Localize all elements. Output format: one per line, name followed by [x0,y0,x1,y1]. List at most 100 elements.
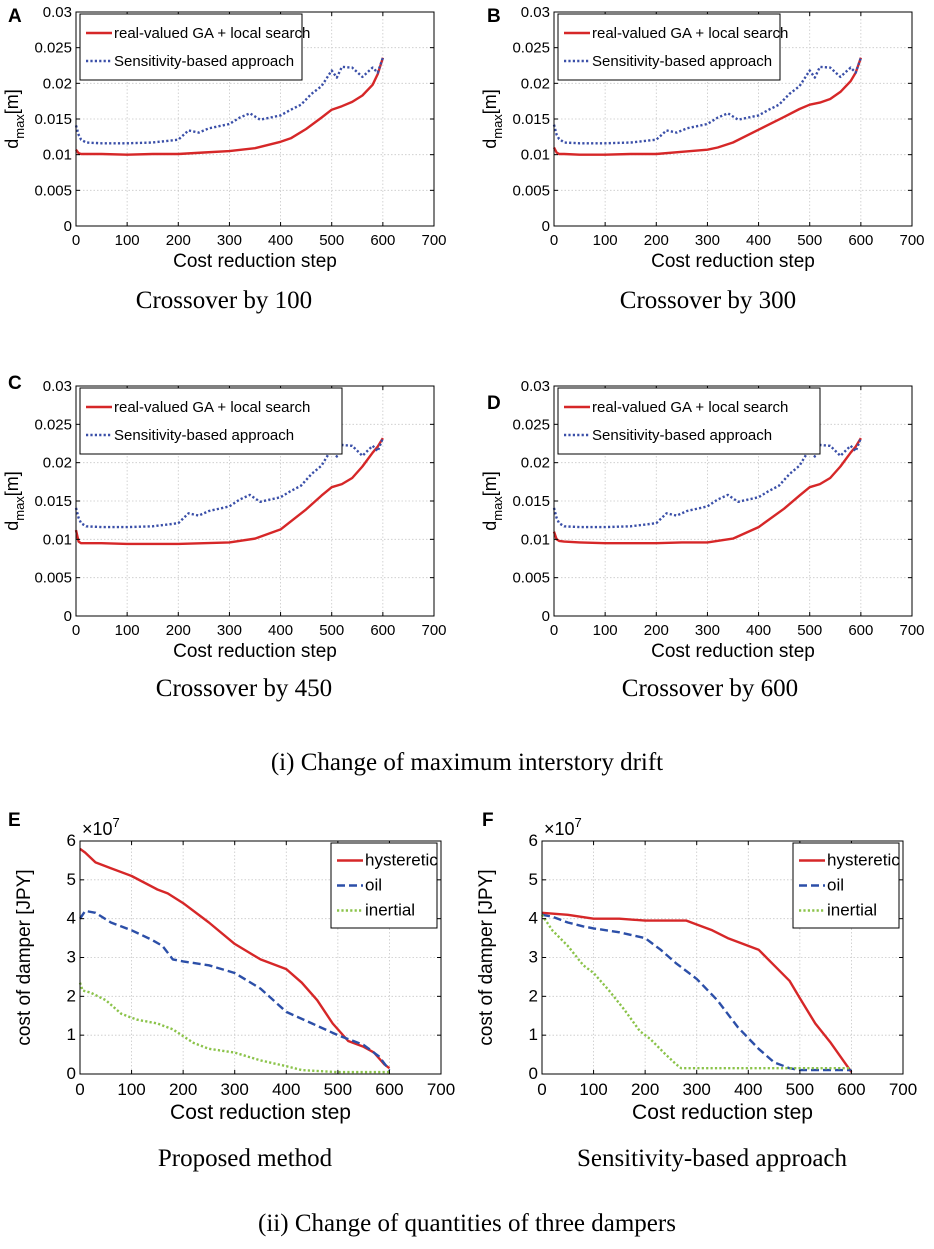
y-axis-label-unit: [m] [480,89,500,114]
axis-multiplier-base: ×10 [82,819,113,839]
legend: real-valued GA + local search Sensitivity… [79,13,310,81]
y-axis-label-unit: [m] [480,471,500,496]
y-tick-label: 0.005 [512,570,550,587]
series-line-oil [79,909,391,1071]
y-tick-label: 0.015 [512,111,550,128]
panel-caption: Crossover by 100 [136,287,312,314]
x-tick-label: 200 [166,232,191,249]
x-axis-label: Cost reduction step [173,251,337,272]
y-tick-label: 0.03 [521,378,550,395]
x-tick-label: 100 [117,1080,145,1099]
series-line-sensitivity-based-approach [74,57,385,145]
chart-panel-f: 0 100 200 300 400 500 600 700 0 1 2 3 4 5 6 Cost reduct… [476,810,917,1172]
x-tick-label: 200 [644,622,669,639]
series-line-real-valued-ga-local-search [75,57,385,156]
chart-panel-b: 0 100 200 300 400 500 600 700 0 0.005 0.01 0.015 0.0… [480,4,925,314]
panel-label: D [487,393,501,414]
y-axis-label: cost of damper [JPY] [14,869,35,1045]
panel-label: B [487,6,501,27]
y-tick-label: 0.015 [512,493,550,510]
y-axis-label-base: cost of damper [JPY] [14,869,35,1045]
y-axis-label-unit: [m] [2,89,22,114]
y-tick-label: 0.03 [43,378,72,395]
x-tick-label: 300 [683,1080,711,1099]
series-line-sensitivity-based-approach [552,437,863,529]
series-line-real-valued-ga-local-search [552,57,863,156]
x-tick-label: 0 [537,1080,546,1099]
chart-panel-c: 0 100 200 300 400 500 600 700 0 0.005 0.01 0.015 0.0… [2,373,447,702]
x-tick-label: 0 [72,232,80,249]
x-tick-label: 300 [217,232,242,249]
x-tick-label: 400 [268,232,293,249]
y-axis-label-sub: max [490,496,505,521]
x-tick-label: 300 [695,622,720,639]
y-tick-label: 3 [529,948,538,967]
x-tick-label: 0 [75,1080,84,1099]
legend: hysteretic oil inertial [792,842,900,929]
y-tick-label: 0.02 [521,75,550,92]
y-axis-label-base: d [480,139,500,149]
x-tick-label: 200 [166,622,191,639]
panel-caption: Proposed method [158,1145,333,1172]
y-tick-label: 0.02 [521,455,550,472]
x-tick-label: 500 [797,622,822,639]
x-tick-label: 600 [370,622,395,639]
series-line-real-valued-ga-local-search [74,437,384,546]
section-caption-drift: (i) Change of maximum interstory drift [271,749,663,776]
y-axis-label-sub: max [12,496,27,521]
legend-label: oil [827,876,844,895]
x-tick-label: 500 [324,1080,352,1099]
legend-label: real-valued GA + local search [114,399,310,416]
y-axis-label: cost of damper [JPY] [476,869,497,1045]
x-tick-label: 400 [734,1080,762,1099]
section-caption-dampers: (ii) Change of quantities of three dampe… [258,1210,676,1237]
x-tick-label: 100 [115,232,140,249]
x-tick-label: 0 [72,622,80,639]
x-tick-label: 600 [848,232,873,249]
legend-label: hysteretic [365,851,438,870]
series-line-sensitivity-based-approach [74,437,385,529]
legend-label: Sensitivity-based approach [592,427,772,444]
y-axis-label-sub: max [12,114,27,139]
y-tick-label: 3 [67,948,76,967]
y-axis-label: dmax[m] [2,471,27,531]
legend-label: Sensitivity-based approach [114,53,294,70]
chart-panel-e: 0 100 200 300 400 500 600 700 0 1 2 3 4 5 6 Cost reduct… [8,810,455,1172]
series-line-real-valued-ga-local-search [552,437,862,545]
y-tick-label: 0.02 [43,455,72,472]
panel-caption: Crossover by 300 [620,287,796,314]
x-tick-label: 0 [550,232,558,249]
x-tick-label: 100 [593,622,618,639]
series-line-sensitivity-based-approach [552,57,863,145]
x-tick-label: 700 [889,1080,917,1099]
y-tick-label: 0.025 [512,40,550,57]
legend: real-valued GA + local search Sensitivity… [557,387,821,455]
x-axis-label: Cost reduction step [173,641,337,662]
y-tick-label: 0.01 [43,147,72,164]
y-tick-label: 0.01 [521,147,550,164]
x-tick-label: 100 [115,622,140,639]
x-tick-label: 200 [631,1080,659,1099]
x-tick-label: 600 [375,1080,403,1099]
y-tick-label: 0 [64,608,72,625]
legend-label: hysteretic [827,851,900,870]
y-tick-label: 4 [529,909,538,928]
legend-box [79,387,343,455]
x-axis-label: Cost reduction step [651,251,815,272]
y-tick-label: 0 [67,1064,76,1083]
y-axis-label-base: cost of damper [JPY] [476,869,497,1045]
legend-box [557,387,821,455]
x-tick-label: 300 [221,1080,249,1099]
x-tick-label: 200 [644,232,669,249]
y-axis-label-base: d [2,521,22,531]
x-tick-label: 200 [169,1080,197,1099]
series-line-inertial [78,982,390,1074]
y-tick-label: 1 [67,1025,76,1044]
x-tick-label: 500 [319,232,344,249]
x-tick-label: 500 [786,1080,814,1099]
y-tick-label: 0.025 [512,416,550,433]
panel-label: F [482,810,494,831]
y-tick-label: 0 [64,218,72,235]
x-tick-label: 100 [593,232,618,249]
